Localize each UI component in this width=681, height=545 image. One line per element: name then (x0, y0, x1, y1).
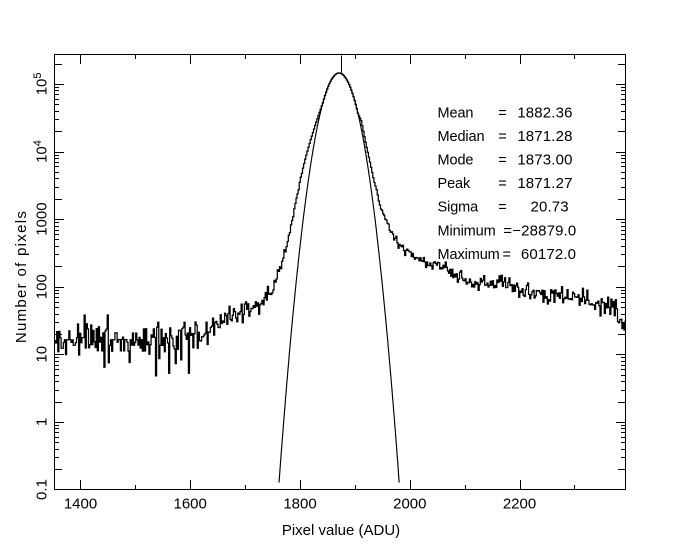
svg-text:1873.00: 1873.00 (517, 152, 572, 169)
svg-text:=: = (498, 200, 506, 216)
svg-text:=: = (498, 129, 506, 145)
svg-text:Number of pixels: Number of pixels (13, 210, 30, 343)
svg-text:0.1: 0.1 (34, 479, 51, 500)
svg-text:1871.27: 1871.27 (517, 175, 572, 192)
svg-text:Median: Median (438, 129, 485, 145)
svg-text:2200: 2200 (503, 496, 536, 513)
svg-text:2000: 2000 (393, 496, 426, 513)
svg-text:1: 1 (34, 418, 51, 426)
svg-text:Sigma: Sigma (438, 200, 480, 216)
svg-text:100: 100 (34, 274, 51, 299)
svg-text:=−28879.0: =−28879.0 (503, 222, 576, 239)
svg-text:=: = (503, 247, 511, 263)
svg-text:20.73: 20.73 (531, 199, 569, 216)
svg-text:Peak: Peak (438, 176, 471, 192)
svg-text:Mean: Mean (438, 105, 474, 121)
svg-text:Pixel value (ADU): Pixel value (ADU) (282, 522, 400, 539)
svg-text:Maximum: Maximum (438, 247, 500, 263)
svg-text:10: 10 (34, 346, 51, 363)
svg-text:1800: 1800 (283, 496, 316, 513)
svg-text:=: = (498, 153, 506, 169)
svg-text:1400: 1400 (64, 496, 97, 513)
svg-text:Minimum: Minimum (438, 223, 496, 239)
svg-text:=: = (498, 105, 506, 121)
svg-text:60172.0: 60172.0 (521, 246, 576, 263)
svg-text:1882.36: 1882.36 (517, 104, 572, 121)
svg-text:1871.28: 1871.28 (517, 128, 572, 145)
svg-text:Mode: Mode (438, 153, 474, 169)
svg-text:1000: 1000 (34, 202, 51, 235)
svg-text:1600: 1600 (174, 496, 207, 513)
svg-text:=: = (498, 176, 506, 192)
